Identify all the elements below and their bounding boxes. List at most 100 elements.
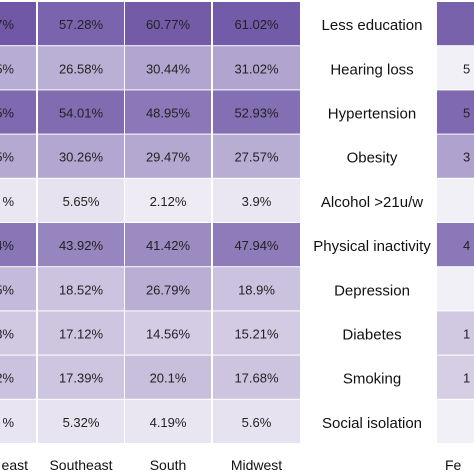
heatmap-cell (38, 223, 124, 267)
cell-label-right-partial: 1 (463, 371, 470, 386)
heatmap-cell-right-partial (437, 178, 474, 222)
heatmap-cell (213, 355, 300, 399)
cell-label-partial: 4% (0, 238, 14, 253)
cell-label-partial: 5% (0, 61, 14, 76)
heatmap-cell (125, 267, 211, 311)
column-header: Southeast (49, 457, 112, 473)
heatmap-cell (125, 90, 211, 134)
heatmap-cell-right-partial (437, 267, 474, 311)
cell-value-label: 18.9% (238, 282, 275, 297)
cell-value-label: 18.52% (59, 282, 104, 297)
cell-value-label: 27.57% (234, 150, 279, 165)
heatmap-cell-partial (0, 2, 36, 46)
row-label: Smoking (343, 371, 401, 388)
cell-value-label: 31.02% (234, 61, 279, 76)
heatmap-cell-partial (0, 223, 36, 267)
column-header: Midwest (231, 457, 282, 473)
heatmap-cell (125, 46, 211, 90)
cell-label-right-partial: 4 (463, 238, 470, 253)
cell-label-partial: 5% (0, 282, 14, 297)
cell-value-label: 4.19% (150, 415, 187, 430)
heatmap-cell-right-partial (437, 355, 474, 399)
heatmap-cell-partial (0, 90, 36, 134)
row-label: Hearing loss (330, 61, 413, 78)
cell-value-label: 17.68% (234, 371, 279, 386)
cell-label-right-partial: 5 (463, 61, 470, 76)
cell-label-partial: % (2, 415, 14, 430)
heatmap-cell (38, 134, 124, 178)
heatmap-cell (38, 267, 124, 311)
heatmap-cell (213, 46, 300, 90)
heatmap-cell-right-partial (437, 399, 474, 443)
cell-value-label: 26.58% (59, 61, 104, 76)
heatmap-cell-partial (0, 267, 36, 311)
row-label: Obesity (347, 150, 398, 167)
cell-label-right-partial: 1 (463, 327, 470, 342)
cell-label-partial: 5% (0, 150, 14, 165)
heatmap-cell-right-partial (437, 46, 474, 90)
heatmap-cell (125, 178, 211, 222)
heatmap-cell-right-partial (437, 223, 474, 267)
heatmap-cell (125, 223, 211, 267)
heatmap-cell-partial (0, 134, 36, 178)
cell-value-label: 30.26% (59, 150, 104, 165)
cell-value-label: 5.65% (63, 194, 100, 209)
row-label: Social isolation (322, 415, 422, 432)
heatmap-cell (38, 2, 124, 46)
cell-value-label: 47.94% (234, 238, 279, 253)
column-header-right-partial: Fe (445, 457, 462, 473)
heatmap-cell (213, 399, 300, 443)
column-header-partial: east (2, 457, 29, 473)
column-header: South (150, 457, 187, 473)
heatmap-cell (38, 355, 124, 399)
heatmap-cell-partial (0, 311, 36, 355)
cell-value-label: 48.95% (146, 106, 191, 121)
heatmap-cell (213, 223, 300, 267)
heatmap-cell-partial (0, 46, 36, 90)
cell-value-label: 60.77% (146, 17, 191, 32)
heatmap-cell (213, 267, 300, 311)
cell-value-label: 5.6% (242, 415, 272, 430)
heatmap-cell (125, 2, 211, 46)
heatmap-cell-partial (0, 178, 36, 222)
row-label: Less education (322, 17, 423, 34)
heatmap-cell (213, 311, 300, 355)
row-label: Alcohol >21u/w (321, 194, 423, 211)
cell-value-label: 54.01% (59, 106, 104, 121)
heatmap-cell (125, 399, 211, 443)
heatmap-cell-partial (0, 355, 36, 399)
heatmap-cell (38, 311, 124, 355)
heatmap-cell (213, 90, 300, 134)
heatmap-cell (213, 2, 300, 46)
cell-label-partial: % (2, 194, 14, 209)
row-label: Depression (334, 282, 410, 299)
cell-value-label: 43.92% (59, 238, 104, 253)
heatmap-cell (213, 134, 300, 178)
cell-value-label: 5.32% (63, 415, 100, 430)
heatmap-cell (38, 178, 124, 222)
cell-value-label: 14.56% (146, 327, 191, 342)
cell-value-label: 20.1% (150, 371, 187, 386)
cell-value-label: 41.42% (146, 238, 191, 253)
heatmap-cell-partial (0, 399, 36, 443)
cell-label-partial: 3% (0, 327, 14, 342)
cell-value-label: 15.21% (234, 327, 279, 342)
heatmap-cell (38, 90, 124, 134)
cell-value-label: 29.47% (146, 150, 191, 165)
heatmap-cell (38, 46, 124, 90)
heatmap-cell-right-partial (437, 2, 474, 46)
cell-value-label: 17.39% (59, 371, 104, 386)
cell-value-label: 26.79% (146, 282, 191, 297)
cell-label-partial: 2% (0, 371, 14, 386)
cell-label-right-partial: 3 (463, 150, 470, 165)
row-label: Physical inactivity (313, 238, 431, 255)
heatmap-cell-right-partial (437, 90, 474, 134)
divider (300, 0, 304, 474)
cell-value-label: 57.28% (59, 17, 104, 32)
heatmap-cell (125, 311, 211, 355)
heatmap-cell (125, 355, 211, 399)
cell-value-label: 17.12% (59, 327, 104, 342)
row-label: Hypertension (328, 106, 416, 123)
cell-value-label: 61.02% (234, 17, 279, 32)
